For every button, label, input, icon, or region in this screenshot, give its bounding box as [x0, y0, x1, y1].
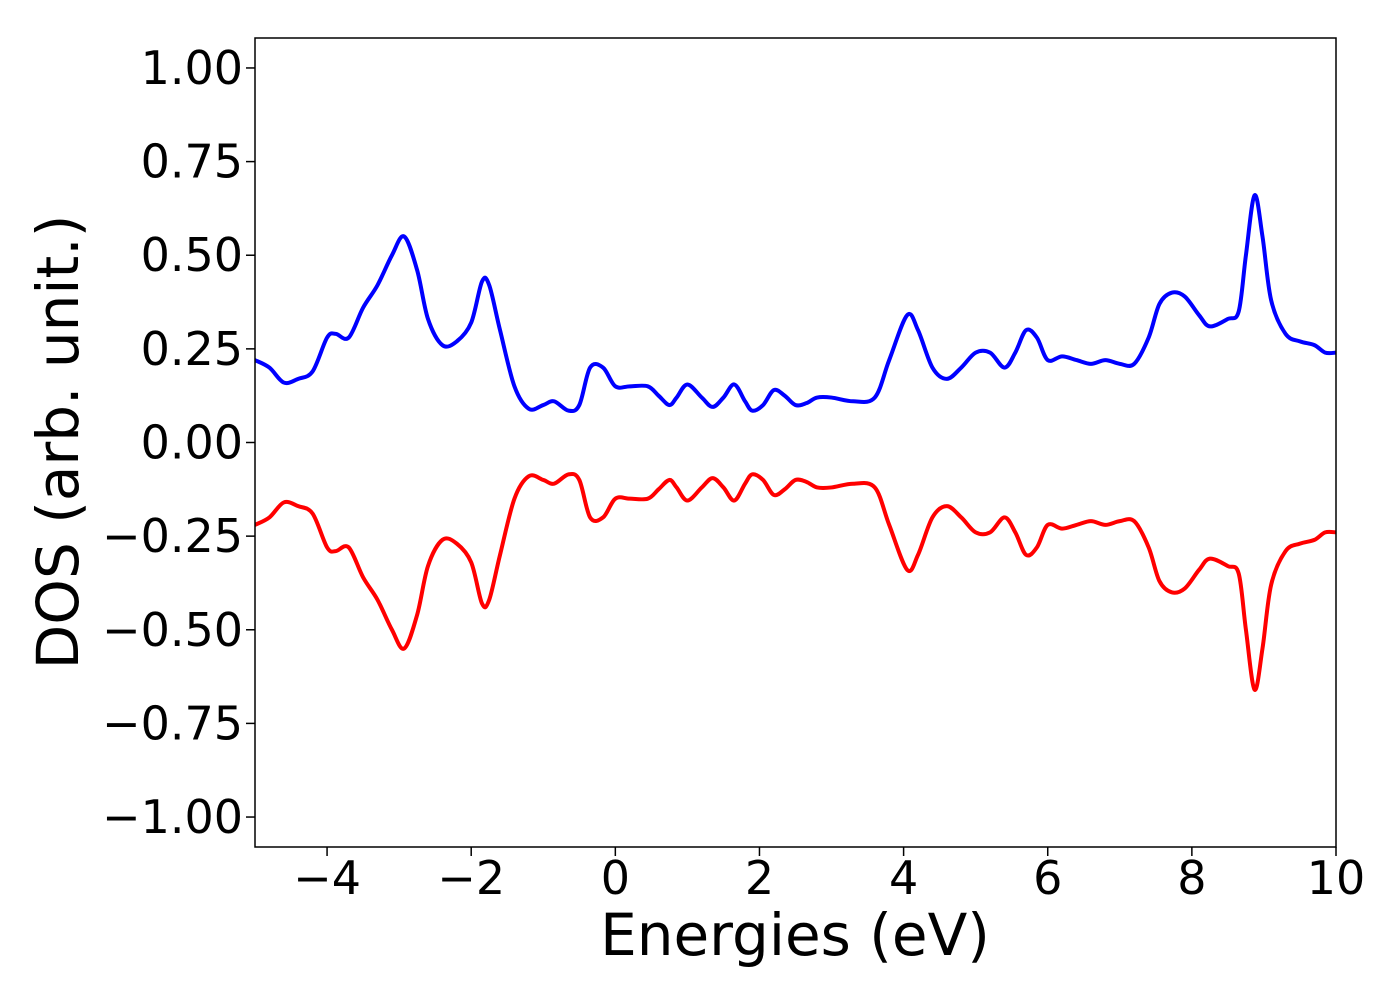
x-tick-label: 2: [745, 851, 774, 905]
y-tick-label: −0.25: [102, 509, 243, 563]
y-tick-label: −0.50: [102, 603, 243, 657]
y-tick-label: 0.50: [141, 228, 243, 282]
series-line-down: [255, 471, 1336, 692]
y-tick-label: 1.00: [141, 41, 243, 95]
x-tick-label: 0: [601, 851, 630, 905]
x-axis-ticks: −4 −2 0 2 4 6 8 10: [293, 847, 1365, 905]
series-layer: [255, 193, 1336, 692]
y-axis-title: DOS (arb. unit.): [24, 215, 92, 670]
x-tick-label: 6: [1033, 851, 1062, 905]
y-axis-ticks: 1.00 0.75 0.50 0.25 0.00 −0.25 −0.50 −0.75 −1.00: [102, 41, 255, 844]
x-tick-label: −2: [437, 851, 505, 905]
x-tick-label: 8: [1177, 851, 1206, 905]
x-tick-label: 4: [889, 851, 918, 905]
series-line-up: [255, 193, 1336, 414]
x-tick-label: 10: [1307, 851, 1366, 905]
y-tick-label: −0.75: [102, 696, 243, 750]
y-tick-label: 0.75: [141, 135, 243, 189]
y-tick-label: −1.00: [102, 790, 243, 844]
x-tick-label: −4: [293, 851, 361, 905]
x-axis-title: Energies (eV): [600, 901, 990, 969]
y-tick-label: 0.00: [141, 416, 243, 470]
y-tick-label: 0.25: [141, 322, 243, 376]
plot-frame: [254, 37, 1337, 848]
